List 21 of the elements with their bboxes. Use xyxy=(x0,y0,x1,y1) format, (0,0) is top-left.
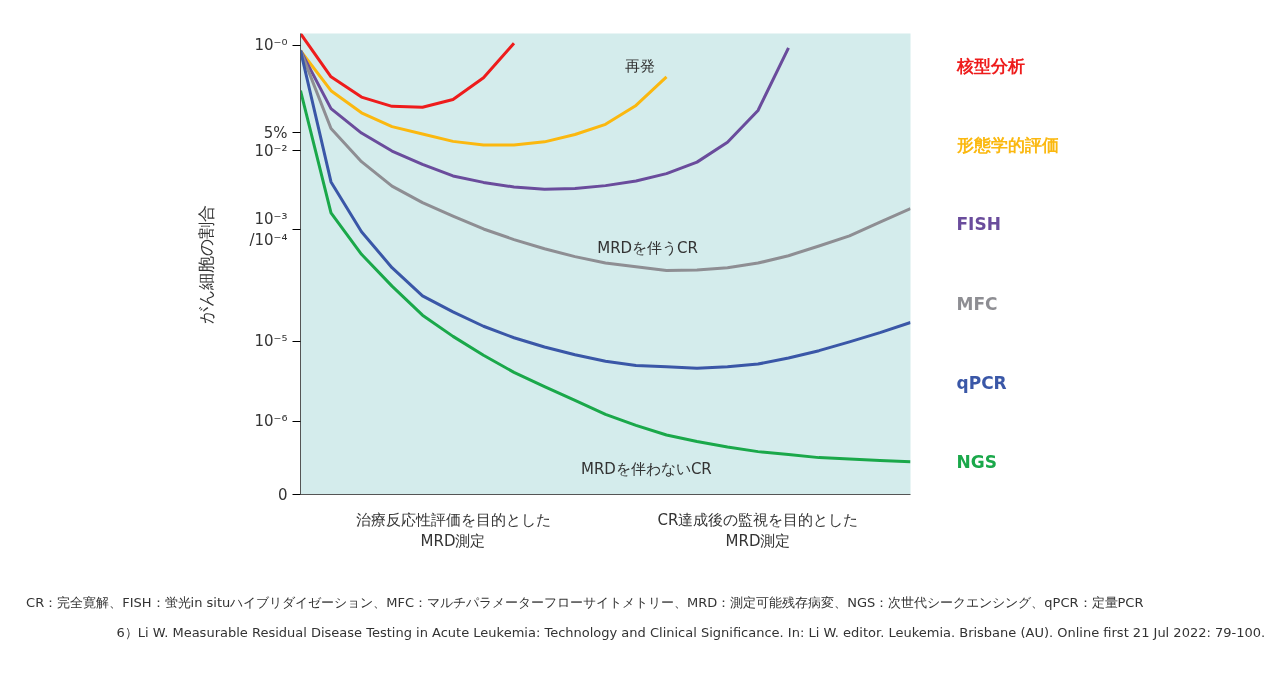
text: MFC xyxy=(956,293,998,314)
text: 形態学的評価 xyxy=(955,135,1059,156)
text: CR達成後の監視を目的とした MRD測定 xyxy=(657,510,859,551)
annotation: MRDを伴うCR xyxy=(597,238,698,257)
text: 10⁻⁰ xyxy=(254,36,288,55)
text: NGS xyxy=(956,452,997,473)
text: 治療反応性評価を目的とした MRD測定 xyxy=(355,510,551,551)
text: 10⁻⁶ xyxy=(254,412,288,431)
text: CR：完全寛解、FISH：蛍光in situハイブリダイゼーション、MFC：マルチパラメーターフローサイトメトリー、MRD：測定可能残存病変、NGS：次世代シークエンシング、qPCR：定量PCR xyxy=(26,595,1144,610)
text: 核型分析 xyxy=(955,55,1025,76)
text: 10⁻² xyxy=(254,141,288,160)
annotation: MRDを伴わないCR xyxy=(580,459,712,478)
text: 0 xyxy=(277,485,288,504)
annotation: 再発 xyxy=(625,56,656,75)
text: qPCR xyxy=(956,372,1007,393)
text: 6）Li W. Measurable Residual Disease Testing in Acute Leukemia: Technology and Clinical Significance. In: Li W. editor. Leukemia. Brisbane (AU). Online first 21 Jul 2022: 79-100. xyxy=(116,625,1266,640)
text: FISH xyxy=(956,214,1001,235)
text: 10⁻⁵ xyxy=(254,332,288,351)
text: 5% xyxy=(263,123,288,142)
y-axis-title: がん細胞の割合 xyxy=(196,204,217,324)
text: 10⁻³ /10⁻⁴ xyxy=(249,209,288,250)
